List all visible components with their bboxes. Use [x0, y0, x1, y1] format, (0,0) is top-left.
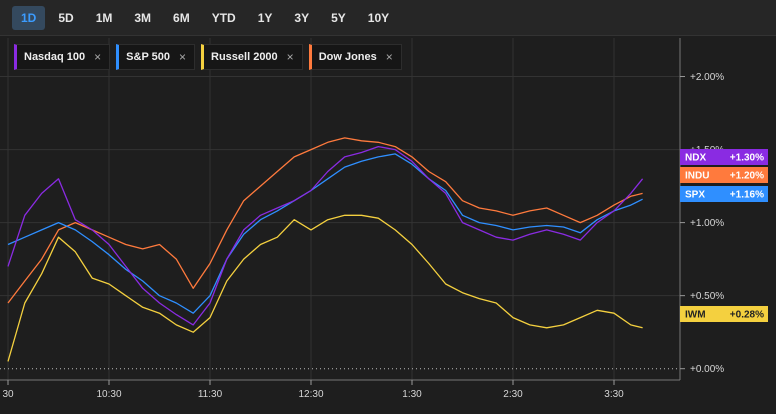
series-lines	[7, 137, 644, 362]
range-button-1y[interactable]: 1Y	[257, 10, 273, 25]
series-line-russell-2000	[7, 214, 643, 362]
tag-value: +1.30%	[730, 153, 764, 164]
range-button-1m[interactable]: 1M	[95, 10, 113, 25]
tag-background	[680, 167, 768, 183]
legend-label: S&P 500	[126, 51, 170, 63]
range-button-5y[interactable]: 5Y	[331, 10, 346, 25]
range-button-10y[interactable]: 10Y	[367, 10, 390, 25]
range-button-6m[interactable]: 6M	[173, 10, 190, 25]
tag-background	[680, 186, 768, 202]
y-tick-label: +0.50%	[690, 291, 724, 302]
y-tick-label: +0.00%	[690, 364, 724, 375]
legend-chip-s-p-500[interactable]: S&P 500 ×	[116, 44, 196, 70]
legend-label: Dow Jones	[318, 51, 377, 63]
tag-value: +0.28%	[730, 310, 764, 321]
remove-series-icon[interactable]: ×	[385, 50, 393, 64]
y-tick-label: +1.00%	[690, 218, 724, 229]
range-button-5d[interactable]: 5D	[58, 10, 74, 25]
range-button-3m[interactable]: 3M	[134, 10, 152, 25]
tag-ticker: INDU	[685, 171, 709, 182]
x-tick-label: 30	[2, 389, 14, 400]
remove-series-icon[interactable]: ×	[286, 50, 294, 64]
tag-value: +1.16%	[730, 190, 764, 201]
x-axis-ticks: 30 10:30 11:30 12:30 1:30 2:30 3:30	[2, 380, 624, 400]
legend-label: Nasdaq 100	[24, 51, 86, 63]
last-value-tag-iwm: IWM +0.28%	[680, 306, 768, 322]
last-value-tag-spx: SPX +1.16%	[680, 186, 768, 202]
range-button-ytd[interactable]: YTD	[211, 10, 236, 25]
last-value-tag-ndx: NDX +1.30%	[680, 149, 768, 165]
tag-ticker: NDX	[685, 153, 706, 164]
remove-series-icon[interactable]: ×	[179, 50, 187, 64]
last-value-tags: NDX +1.30% INDU +1.20% SPX +1.16% IWM +0.28%	[680, 149, 768, 322]
x-tick-label: 12:30	[298, 389, 323, 400]
y-axis-ticks: +2.00%+1.50%+1.00%+0.50%+0.00%	[680, 72, 724, 375]
legend-label: Russell 2000	[211, 51, 278, 63]
series-line-s-p-500	[7, 153, 643, 314]
legend-chip-russell-2000[interactable]: Russell 2000 ×	[201, 44, 303, 70]
series-legend: Nasdaq 100 × S&P 500 × Russell 2000 × Dow Jone…	[14, 44, 408, 70]
range-button-1d[interactable]: 1D	[12, 5, 46, 30]
tag-background	[680, 149, 768, 165]
x-tick-label: 3:30	[604, 389, 624, 400]
x-tick-label: 11:30	[198, 389, 223, 400]
x-tick-label: 10:30	[96, 389, 121, 400]
tag-ticker: SPX	[685, 190, 705, 201]
tag-value: +1.20%	[730, 171, 764, 182]
remove-series-icon[interactable]: ×	[94, 50, 102, 64]
legend-chip-nasdaq-100[interactable]: Nasdaq 100 ×	[14, 44, 111, 70]
x-tick-label: 2:30	[503, 389, 523, 400]
grid	[0, 38, 680, 380]
series-line-nasdaq-100	[7, 145, 644, 326]
legend-chip-dow-jones[interactable]: Dow Jones ×	[308, 44, 402, 70]
series-line-dow-jones	[7, 137, 643, 304]
last-value-tag-indu: INDU +1.20%	[680, 167, 768, 183]
x-tick-label: 1:30	[402, 389, 422, 400]
tag-ticker: IWM	[685, 310, 706, 321]
range-selector: 1D 5D 1M 3M 6M YTD 1Y 3Y 5Y 10Y	[0, 0, 776, 36]
range-button-3y[interactable]: 3Y	[294, 10, 310, 25]
y-tick-label: +2.00%	[690, 72, 724, 83]
tag-background	[680, 306, 768, 322]
